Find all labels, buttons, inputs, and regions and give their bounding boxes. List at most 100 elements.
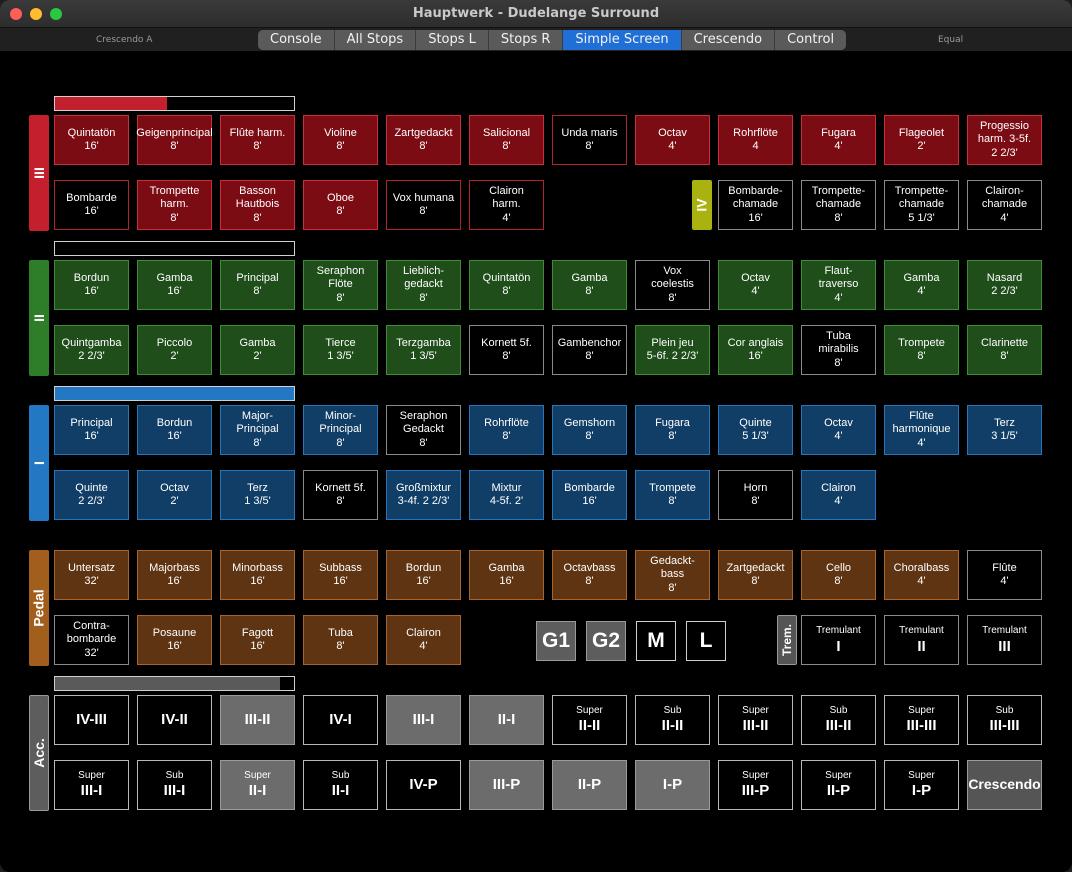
coupler-sub-iii-iii[interactable]: Sub III-III [967, 695, 1042, 745]
stop-oboe[interactable]: Oboe 8' [303, 180, 378, 230]
stop-tuba-mirabilis[interactable]: Tuba mirabilis 8' [801, 325, 876, 375]
stop-clairon-chamade[interactable]: Clairon- chamade 4' [967, 180, 1042, 230]
positive-expression-meter[interactable] [54, 386, 295, 401]
coupler-sub-ii-ii[interactable]: Sub II-II [635, 695, 710, 745]
stop-zartgedackt[interactable]: Zartgedackt 8' [718, 550, 793, 600]
general-button-g1[interactable]: G1 [536, 621, 576, 661]
tab-crescendo[interactable]: Crescendo [681, 30, 776, 50]
stop-kornett-5f[interactable]: Kornett 5f. 8' [469, 325, 544, 375]
stop-fagott[interactable]: Fagott 16' [220, 615, 295, 665]
stop-seraphon-flöte[interactable]: Seraphon Flöte 8' [303, 260, 378, 310]
stop-zartgedackt[interactable]: Zartgedackt 8' [386, 115, 461, 165]
stop-lieblich-gedackt[interactable]: Lieblich- gedackt 8' [386, 260, 461, 310]
stop-unda-maris[interactable]: Unda maris 8' [552, 115, 627, 165]
coupler-super-iii-ii[interactable]: Super III-II [718, 695, 793, 745]
stop-flaut-traverso[interactable]: Flaut- traverso 4' [801, 260, 876, 310]
stop-kornett-5f[interactable]: Kornett 5f. 8' [303, 470, 378, 520]
stop-fl-te-harm[interactable]: Flûte harm. 8' [220, 115, 295, 165]
stop-rohrflöte[interactable]: Rohrflöte 8' [469, 405, 544, 455]
stop-fl-te-harmonique[interactable]: Flûte harmonique 4' [884, 405, 959, 455]
stop-minor-principal[interactable]: Minor- Principal 8' [303, 405, 378, 455]
tab-stops-r[interactable]: Stops R [488, 30, 564, 50]
coupler-iv-ii[interactable]: IV-II [137, 695, 212, 745]
stop-gamba[interactable]: Gamba 2' [220, 325, 295, 375]
tremulant-iii-button[interactable]: Tremulant III [967, 615, 1042, 665]
coupler-super-ii-ii[interactable]: Super II-II [552, 695, 627, 745]
coupler-iv-i[interactable]: IV-I [303, 695, 378, 745]
stop-subbass[interactable]: Subbass 16' [303, 550, 378, 600]
coupler-super-iii-p[interactable]: Super III-P [718, 760, 793, 810]
general-button-l[interactable]: L [686, 621, 726, 661]
stop-gamba[interactable]: Gamba 16' [137, 260, 212, 310]
stop-octav[interactable]: Octav 4' [801, 405, 876, 455]
stop-contra-bombarde[interactable]: Contra- bombarde 32' [54, 615, 129, 665]
coupler-super-ii-i[interactable]: Super II-I [220, 760, 295, 810]
coupler-super-iii-i[interactable]: Super III-I [54, 760, 129, 810]
stop-bordun[interactable]: Bordun 16' [54, 260, 129, 310]
stop-quinte[interactable]: Quinte 2 2/3' [54, 470, 129, 520]
stop-cello[interactable]: Cello 8' [801, 550, 876, 600]
stop-gemshorn[interactable]: Gemshorn 8' [552, 405, 627, 455]
minimize-window-button[interactable] [30, 8, 42, 20]
stop-flageolet[interactable]: Flageolet 2' [884, 115, 959, 165]
stop-quintatön[interactable]: Quintatön 8' [469, 260, 544, 310]
stop-majorbass[interactable]: Majorbass 16' [137, 550, 212, 600]
stop-gamba[interactable]: Gamba 8' [552, 260, 627, 310]
stop-salicional[interactable]: Salicional 8' [469, 115, 544, 165]
general-button-m[interactable]: M [636, 621, 676, 661]
stop-octavbass[interactable]: Octavbass 8' [552, 550, 627, 600]
general-button-g2[interactable]: G2 [586, 621, 626, 661]
stop-fl-te[interactable]: Flûte 4' [967, 550, 1042, 600]
stop-trompete[interactable]: Trompete 8' [884, 325, 959, 375]
coupler-ii-i[interactable]: II-I [469, 695, 544, 745]
stop-octav[interactable]: Octav 4' [635, 115, 710, 165]
stop-trompette-harm[interactable]: Trompette harm. 8' [137, 180, 212, 230]
tab-stops-l[interactable]: Stops L [416, 30, 489, 50]
stop-gedackt-bass[interactable]: Gedackt- bass 8' [635, 550, 710, 600]
stop-trompette-chamade[interactable]: Trompette- chamade 8' [801, 180, 876, 230]
stop-vox-coelestis[interactable]: Vox coelestis 8' [635, 260, 710, 310]
crescendo-button[interactable]: Crescendo [967, 760, 1042, 810]
stop-vox-humana[interactable]: Vox humana 8' [386, 180, 461, 230]
stop-fugara[interactable]: Fugara 4' [801, 115, 876, 165]
stop-basson-hautbois[interactable]: Basson Hautbois 8' [220, 180, 295, 230]
stop-bombarde[interactable]: Bombarde 16' [552, 470, 627, 520]
stop-trompette-chamade[interactable]: Trompette- chamade 5 1/3' [884, 180, 959, 230]
stop-principal[interactable]: Principal 16' [54, 405, 129, 455]
stop-bordun[interactable]: Bordun 16' [137, 405, 212, 455]
stop-plein-jeu[interactable]: Plein jeu 5-6f. 2 2/3' [635, 325, 710, 375]
coupler-iv-iii[interactable]: IV-III [54, 695, 129, 745]
stop-quintatön[interactable]: Quintatön 16' [54, 115, 129, 165]
stop-gambenchor[interactable]: Gambenchor 8' [552, 325, 627, 375]
tab-all-stops[interactable]: All Stops [334, 30, 417, 50]
coupler-super-ii-p[interactable]: Super II-P [801, 760, 876, 810]
tab-simple-screen[interactable]: Simple Screen [563, 30, 682, 50]
stop-terz[interactable]: Terz 1 3/5' [220, 470, 295, 520]
stop-clarinette[interactable]: Clarinette 8' [967, 325, 1042, 375]
tab-console[interactable]: Console [258, 30, 335, 50]
stop-großmixtur[interactable]: Großmixtur 3-4f. 2 2/3' [386, 470, 461, 520]
stop-octav[interactable]: Octav 2' [137, 470, 212, 520]
stop-clairon-harm[interactable]: Clairon harm. 4' [469, 180, 544, 230]
stop-choralbass[interactable]: Choralbass 4' [884, 550, 959, 600]
stop-tuba[interactable]: Tuba 8' [303, 615, 378, 665]
stop-terz[interactable]: Terz 3 1/5' [967, 405, 1042, 455]
coupler-iii-p[interactable]: III-P [469, 760, 544, 810]
stop-clairon[interactable]: Clairon 4' [386, 615, 461, 665]
stop-terzgamba[interactable]: Terzgamba 1 3/5' [386, 325, 461, 375]
great-expression-meter[interactable] [54, 241, 295, 256]
coupler-i-p[interactable]: I-P [635, 760, 710, 810]
coupler-iv-p[interactable]: IV-P [386, 760, 461, 810]
stop-bordun[interactable]: Bordun 16' [386, 550, 461, 600]
stop-progessio-harm-3-5f[interactable]: Progessio harm. 3-5f. 2 2/3' [967, 115, 1042, 165]
tremulant-i-button[interactable]: Tremulant I [801, 615, 876, 665]
coupler-ii-p[interactable]: II-P [552, 760, 627, 810]
coupler-sub-ii-i[interactable]: Sub II-I [303, 760, 378, 810]
stop-octav[interactable]: Octav 4' [718, 260, 793, 310]
stop-rohrflöte[interactable]: Rohrflöte 4 [718, 115, 793, 165]
stop-quintgamba[interactable]: Quintgamba 2 2/3' [54, 325, 129, 375]
tremulant-ii-button[interactable]: Tremulant II [884, 615, 959, 665]
coupler-sub-iii-ii[interactable]: Sub III-II [801, 695, 876, 745]
coupler-iii-ii[interactable]: III-II [220, 695, 295, 745]
stop-principal[interactable]: Principal 8' [220, 260, 295, 310]
